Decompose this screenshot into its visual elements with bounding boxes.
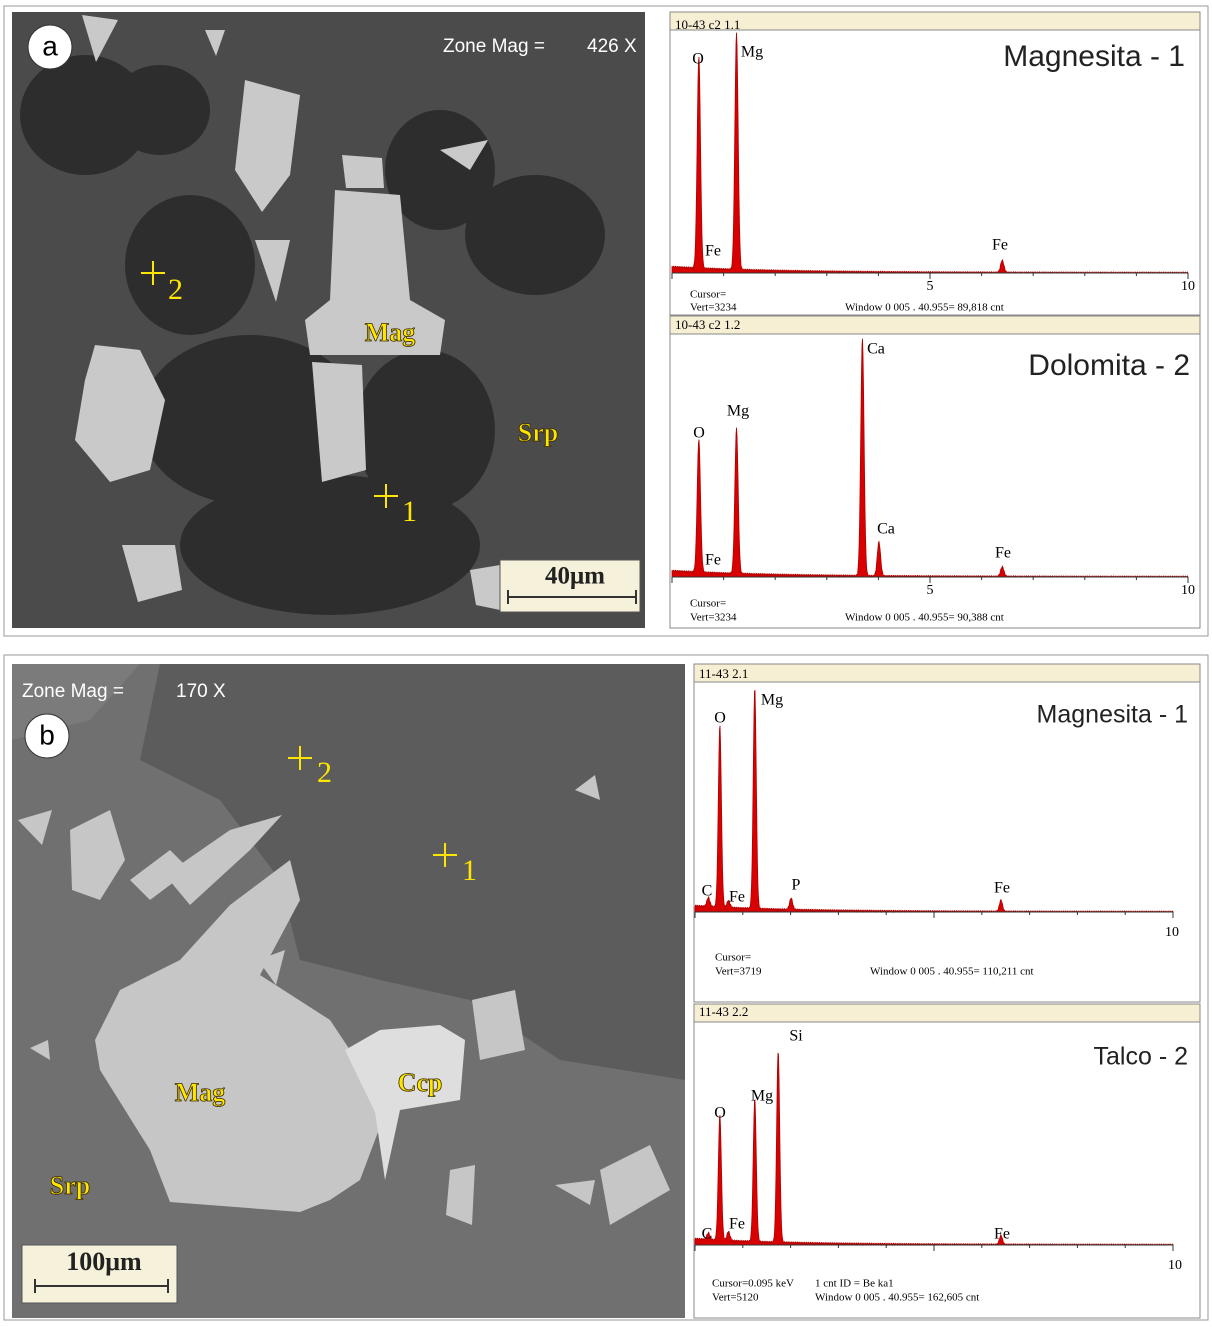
spectrum-header: 11-43 2.2 [699, 1004, 748, 1019]
spectrum-footer: Vert=3234 [690, 302, 737, 314]
axis-tick-label: 10 [1168, 1258, 1182, 1273]
peak-label: O [693, 425, 705, 442]
axis-tick-label: 5 [927, 583, 934, 598]
peak-label: Mg [751, 1088, 773, 1105]
peak-label: Si [789, 1028, 803, 1045]
spectrum-header: 11-43 2.1 [699, 666, 748, 681]
peak-label: Fe [994, 880, 1010, 897]
sem-image [12, 664, 685, 1318]
spectrum-header-bar [670, 316, 1200, 334]
mineral-label: Mag [365, 318, 416, 347]
spectrum-title: Talco - 2 [1094, 1043, 1188, 1071]
peak-label: O [714, 1105, 726, 1122]
axis-tick-label: 10 [1181, 279, 1195, 294]
spectrum-header: 10-43 c2 1.1 [675, 17, 740, 32]
page: {"panels": [ {"label": "a", "zone_mag": … [0, 0, 1212, 1327]
point-label: 1 [462, 854, 477, 887]
peak-label: Fe [995, 545, 1011, 562]
spectrum-footer: Vert=3719 [715, 966, 762, 978]
panel-label: b [39, 719, 55, 750]
spectrum-footer: Vert=5120 [712, 1292, 759, 1304]
peak-label: O [692, 51, 704, 68]
peak-label: Fe [729, 889, 745, 906]
peak-label: Mg [741, 44, 763, 61]
peak-label: O [714, 710, 726, 727]
mag-value: 170 X [176, 681, 226, 702]
spectrum-title: Dolomita - 2 [1028, 349, 1190, 382]
axis-tick-label: 10 [1181, 583, 1195, 598]
mineral-label: Srp [50, 1171, 90, 1200]
mag-value: 426 X [587, 36, 637, 57]
peak-label: Fe [992, 237, 1008, 254]
scale-bar-label: 100μm [66, 1247, 142, 1276]
spectrum-title: Magnesita - 1 [1003, 40, 1185, 73]
scale-bar-label: 40μm [545, 563, 605, 590]
peak-label: Ca [877, 521, 895, 538]
spectrum-footer: Cursor= [715, 952, 751, 964]
mineral-label: Srp [518, 418, 558, 447]
spectrum-title: Magnesita - 1 [1037, 701, 1188, 729]
spectrum-footer: Vert=3234 [690, 612, 737, 624]
spectrum-footer: Window 0 005 . 40.955= 162,605 cnt [815, 1292, 979, 1304]
peak-label: Ca [867, 341, 885, 358]
peak-label: Fe [705, 243, 721, 260]
spectrum-footer: Cursor= [690, 289, 726, 301]
spectrum-footer: Cursor= [690, 598, 726, 610]
spectrum-footer: Window 0 005 . 40.955= 90,388 cnt [845, 612, 1004, 624]
panel-label: a [42, 30, 58, 61]
peak-label: Fe [994, 1226, 1010, 1243]
peak-label: Fe [705, 552, 721, 569]
mineral-label: Ccp [398, 1068, 443, 1097]
spectrum-footer: Cursor=0.095 keV [712, 1278, 794, 1290]
zone-mag: Zone Mag = [443, 36, 545, 57]
peak-label: Fe [729, 1216, 745, 1233]
spectrum-header-bar [670, 12, 1200, 30]
mineral-label: Mag [175, 1078, 226, 1107]
axis-tick-label: 10 [1165, 925, 1179, 940]
figure: a Zone Mag = 426 X Mag Srp 1 2 40μm [0, 0, 1212, 1322]
spectrum-footer: Window 0 005 . 40.955= 110,211 cnt [870, 966, 1034, 978]
peak-label: Mg [761, 692, 783, 709]
axis-tick-label: 5 [927, 279, 934, 294]
spectrum-header-bar [694, 1004, 1200, 1022]
point-label: 2 [317, 756, 332, 789]
zone-mag: Zone Mag = [22, 681, 124, 702]
peak-label: P [792, 877, 801, 894]
spectrum-header-bar [694, 664, 1200, 682]
point-label: 1 [402, 495, 417, 528]
spectrum-footer: Window 0 005 . 40.955= 89,818 cnt [845, 302, 1004, 314]
spectrum-header: 10-43 c2 1.2 [675, 317, 740, 332]
peak-label: C [702, 883, 713, 900]
peak-label: Mg [727, 403, 749, 420]
spectrum-footer: 1 cnt ID = Be ka1 [815, 1278, 894, 1290]
sem-image [12, 12, 645, 628]
peak-label: C [702, 1226, 713, 1243]
point-label: 2 [168, 273, 183, 306]
